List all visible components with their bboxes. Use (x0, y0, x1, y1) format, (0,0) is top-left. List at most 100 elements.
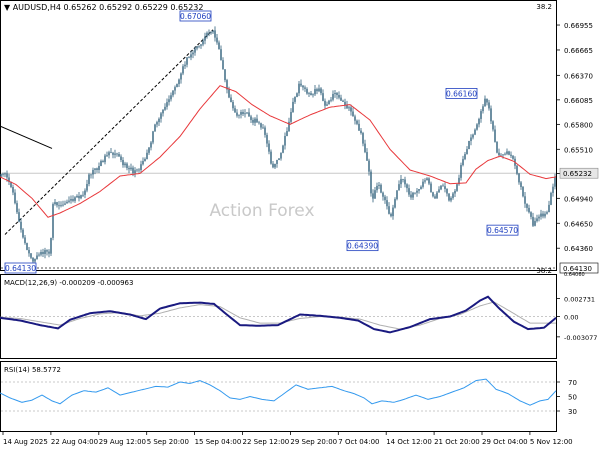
candle (184, 61, 186, 70)
candle (332, 90, 334, 102)
macd-line (0, 295, 557, 334)
time-tick-label: 5 Nov 12:00 (530, 438, 573, 446)
rsi-panel-frame (0, 361, 557, 432)
candle (306, 87, 308, 95)
candle (482, 104, 484, 114)
candle (220, 45, 222, 61)
candles (0, 26, 556, 266)
candle (78, 192, 80, 202)
candle (448, 193, 450, 202)
rsi-line (0, 378, 557, 406)
candle (82, 191, 84, 198)
candle (550, 191, 552, 206)
macd-tick-label: 0.002731 (564, 295, 595, 303)
candle (334, 90, 336, 98)
candle (398, 180, 400, 191)
price-tick-label: 0.66370 (564, 72, 593, 80)
candle (30, 253, 32, 260)
candle (462, 155, 464, 167)
candle (512, 155, 514, 160)
candle (126, 162, 128, 171)
candle (172, 90, 174, 98)
candle (46, 249, 48, 256)
symbol-name: AUDUSD,H4 (13, 3, 61, 12)
candle (118, 151, 120, 157)
candle (460, 162, 462, 181)
candle (16, 200, 18, 214)
candle (480, 109, 482, 123)
candle (166, 98, 168, 110)
candle (354, 114, 356, 125)
candle (424, 178, 426, 184)
candle (58, 201, 60, 210)
candle (344, 98, 346, 110)
candle (176, 83, 178, 88)
candle (360, 128, 362, 135)
candle (318, 84, 320, 93)
candle (110, 147, 112, 154)
symbol-header: ▼ AUDUSD,H4 0.65262 0.65292 0.65229 0.65… (4, 3, 204, 12)
candle (548, 200, 550, 213)
candle (532, 212, 534, 227)
candle (418, 188, 420, 194)
candle (180, 72, 182, 84)
candle (210, 31, 212, 35)
time-tick-label: 7 Oct 04:00 (338, 438, 379, 446)
corner-value-top: 38.2 (536, 3, 552, 11)
price-tick-label: 0.64940 (564, 195, 593, 203)
candle (252, 117, 254, 126)
rsi-label: RSI(14) 58.5772 (4, 366, 61, 374)
candle (28, 247, 30, 257)
candle (108, 150, 110, 159)
candle (52, 202, 54, 241)
candle (488, 99, 490, 111)
candle (138, 168, 140, 173)
price-tick-label: 0.65510 (564, 146, 593, 154)
candle (292, 97, 294, 113)
candle (248, 108, 250, 117)
candle (510, 151, 512, 158)
candle (502, 154, 504, 159)
price-axis: 0.66955 0.66665 0.66370 0.66085 0.65800 0.655… (556, 22, 599, 278)
candle (552, 183, 554, 197)
candle (554, 173, 556, 190)
chart-menu-icon: ▼ (4, 3, 11, 12)
candle (224, 68, 226, 83)
candle (300, 79, 302, 88)
candle (538, 214, 540, 222)
candle (194, 46, 196, 56)
candle (18, 208, 20, 223)
candle (412, 191, 414, 201)
candle (122, 157, 124, 168)
candle (128, 165, 130, 174)
candle (114, 149, 116, 159)
candle (48, 249, 50, 258)
svg-text:0.64390: 0.64390 (347, 242, 378, 251)
candle (218, 40, 220, 50)
candle (112, 151, 114, 159)
candle (496, 141, 498, 154)
candle (186, 57, 188, 68)
candle (534, 217, 536, 227)
price-annotation: 0.64570 (486, 224, 519, 236)
candle (328, 99, 330, 105)
candle (352, 107, 354, 117)
candle (464, 151, 466, 161)
time-tick-label: 15 Sep 04:00 (195, 438, 242, 446)
candle (26, 242, 28, 251)
candle (150, 140, 152, 151)
candle (212, 30, 214, 35)
candle (376, 182, 378, 193)
candle (190, 50, 192, 61)
candle (214, 26, 216, 42)
current-price-label: 0.65232 (563, 170, 592, 178)
candle (188, 56, 190, 59)
candle (546, 210, 548, 215)
candle (536, 214, 538, 223)
candle (294, 96, 296, 104)
candle (290, 108, 292, 124)
ohlc-low: 0.65229 (135, 3, 168, 12)
candle (518, 173, 520, 185)
